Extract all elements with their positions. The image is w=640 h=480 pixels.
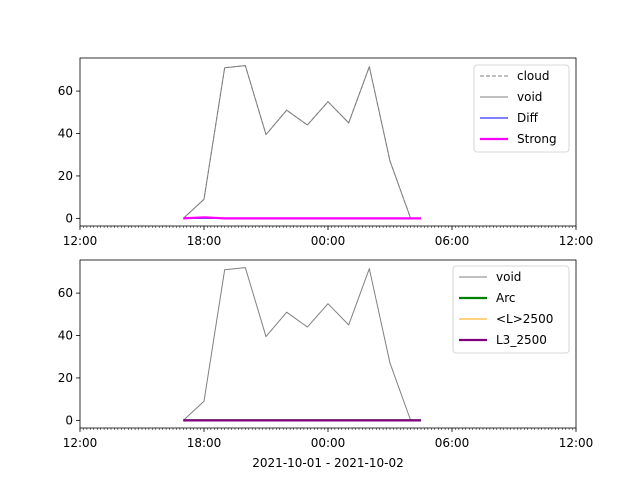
legend-label: Arc — [496, 291, 515, 305]
x-tick-label: 12:00 — [63, 436, 98, 450]
y-tick-label: 0 — [65, 211, 73, 225]
legend-label: void — [496, 270, 521, 284]
y-tick-label: 20 — [58, 169, 73, 183]
x-tick-label: 18:00 — [187, 234, 222, 248]
y-tick-label: 40 — [58, 329, 73, 343]
legend-label: void — [517, 90, 542, 104]
legend-label: Diff — [517, 111, 539, 125]
x-tick-label: 18:00 — [187, 436, 222, 450]
x-tick-label: 12:00 — [559, 234, 594, 248]
x-axis-label: 2021-10-01 - 2021-10-02 — [252, 456, 403, 470]
x-tick-label: 06:00 — [435, 436, 470, 450]
y-tick-label: 20 — [58, 371, 73, 385]
legend-label: L3_2500 — [496, 333, 547, 347]
x-tick-label: 06:00 — [435, 234, 470, 248]
y-tick-label: 60 — [58, 286, 73, 300]
legend-label: Strong — [517, 132, 557, 146]
y-tick-label: 60 — [58, 84, 73, 98]
series-line-void — [182, 267, 421, 421]
legend-label: <L>2500 — [496, 312, 553, 326]
x-tick-label: 00:00 — [311, 234, 346, 248]
x-tick-label: 12:00 — [559, 436, 594, 450]
legend-box — [473, 64, 570, 153]
x-tick-label: 00:00 — [311, 436, 346, 450]
series-line-strong — [183, 216, 421, 220]
legend-box — [452, 265, 570, 354]
legend-label: cloud — [517, 69, 550, 83]
series-line-void — [182, 65, 421, 219]
y-tick-label: 0 — [65, 413, 73, 427]
bottom-chart: 12:00 18:00 00:00 06:00 12:00 0 20 40 60 void Arc <… — [58, 259, 594, 450]
y-tick-label: 40 — [58, 127, 73, 141]
x-tick-label: 12:00 — [63, 234, 98, 248]
top-chart: 12:00 18:00 00:00 06:00 12:00 0 20 40 60 cloud voi… — [58, 57, 594, 248]
